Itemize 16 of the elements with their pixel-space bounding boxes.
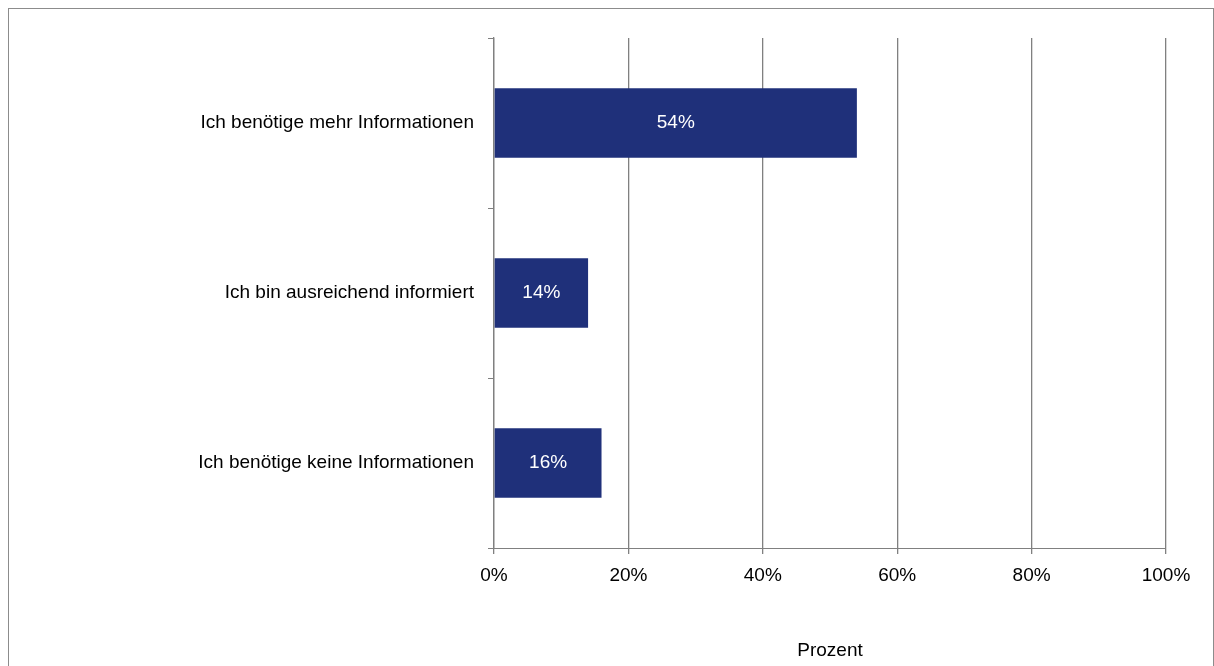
bar [494, 88, 857, 158]
bar [494, 428, 602, 498]
x-tick-label: 20% [609, 563, 648, 585]
bar [494, 258, 589, 328]
y-tick-label: Ich benötige mehr Informationen [200, 111, 474, 133]
y-tick-label: Ich benötige keine Informationen [198, 451, 474, 473]
x-tick-label: 100% [1141, 563, 1191, 585]
x-tick-label: 80% [1012, 563, 1051, 585]
x-tick-label: 40% [743, 563, 782, 585]
x-tick-label: 0% [480, 563, 508, 585]
y-tick-label: Ich bin ausreichend informiert [224, 281, 475, 303]
x-tick-label: 60% [878, 563, 917, 585]
x-axis-title: Prozent [797, 638, 864, 660]
data-label: 16% [529, 451, 568, 473]
data-label: 54% [656, 111, 695, 133]
data-label: 14% [522, 281, 561, 303]
